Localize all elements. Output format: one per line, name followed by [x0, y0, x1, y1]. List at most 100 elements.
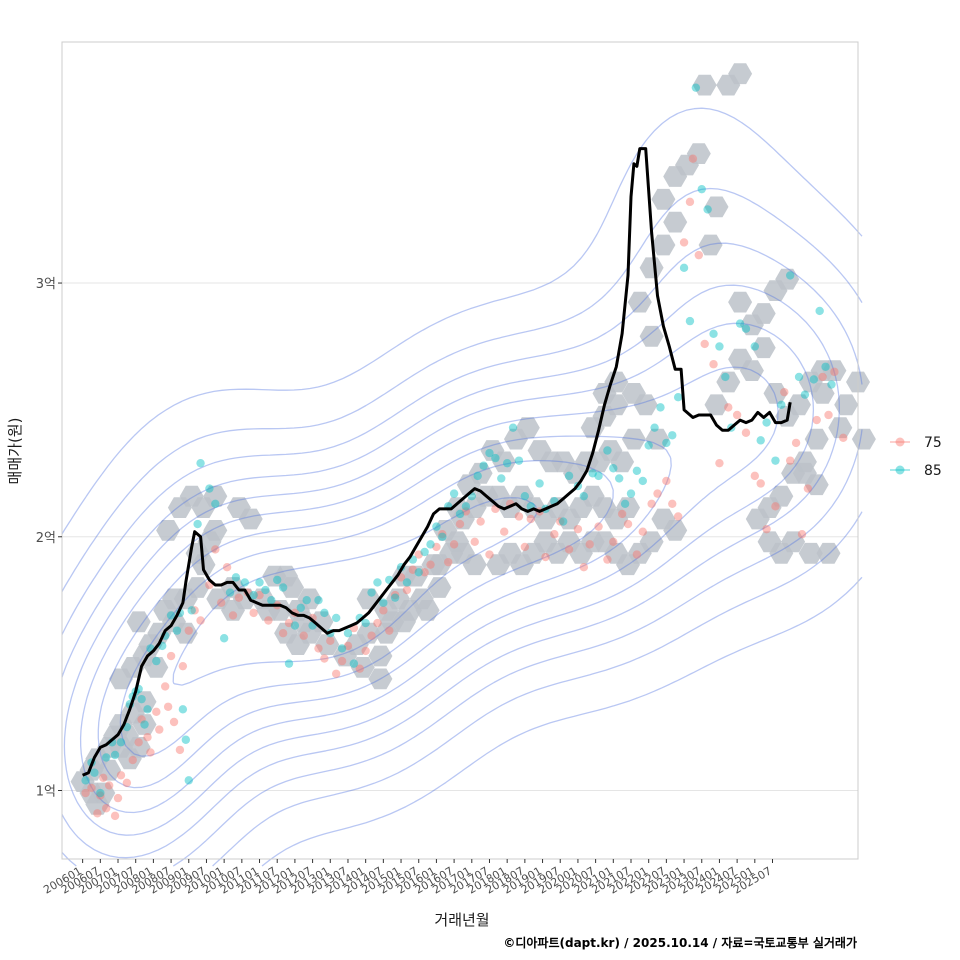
data-point-85: [205, 484, 214, 493]
panel-border: [61, 41, 859, 860]
data-point-85: [491, 453, 500, 463]
data-point-75: [668, 499, 677, 508]
data-point-75: [673, 512, 683, 521]
density-contour: [61, 242, 863, 867]
hexbin-cell: [716, 371, 741, 393]
hexbin-cell: [492, 451, 517, 473]
data-point-75: [166, 651, 176, 661]
data-point-75: [824, 410, 833, 420]
data-point-75: [314, 644, 323, 653]
data-point-75: [355, 664, 364, 673]
hexbin-cell: [445, 497, 470, 518]
data-point-85: [588, 469, 597, 478]
data-point-85: [187, 606, 196, 615]
data-point-75: [438, 530, 447, 539]
data-point-75: [122, 778, 132, 788]
data-point-85: [514, 456, 524, 465]
y-tick-label: 3억: [36, 277, 56, 292]
data-point-85: [193, 519, 202, 529]
data-point-75: [685, 197, 695, 207]
hexbin-cell: [238, 508, 263, 530]
hexbin-cell: [663, 520, 688, 541]
hexbin-cell: [728, 63, 753, 85]
data-point-85: [721, 372, 730, 382]
data-point-75: [700, 339, 709, 349]
data-point-75: [249, 608, 258, 618]
data-point-85: [240, 578, 249, 587]
data-point-85: [656, 403, 665, 412]
hexbin-cell: [144, 657, 169, 678]
data-point-85: [703, 205, 712, 214]
hexbin-cell: [745, 508, 770, 530]
data-point-75: [762, 524, 771, 534]
data-point-85: [367, 588, 376, 597]
data-point-85: [290, 621, 300, 630]
data-point-75: [839, 433, 848, 443]
data-point-75: [791, 438, 801, 448]
hexbin-cell: [126, 611, 151, 633]
trend-layer: [81, 147, 792, 777]
hexbin-cell: [515, 417, 540, 439]
data-point-75: [694, 250, 703, 260]
data-point-75: [155, 725, 164, 734]
data-point-85: [420, 547, 429, 557]
data-point-75: [732, 410, 742, 420]
data-point-75: [585, 540, 594, 549]
data-point-85: [685, 316, 695, 326]
data-point-75: [830, 367, 839, 377]
data-point-75: [128, 755, 137, 765]
hexbin-cell: [156, 520, 181, 541]
hexbin-cell: [462, 554, 487, 576]
data-point-75: [196, 616, 205, 625]
data-point-85: [673, 393, 683, 402]
hexbin-cell: [386, 588, 411, 610]
data-point-75: [96, 791, 105, 800]
data-point-75: [461, 507, 471, 516]
data-point-75: [163, 702, 173, 711]
hexbin-cell: [132, 691, 157, 713]
data-point-75: [278, 628, 288, 638]
data-point-75: [184, 626, 193, 635]
data-point-85: [741, 324, 751, 333]
data-point-85: [361, 618, 370, 628]
hexbin-cell: [781, 531, 806, 553]
hexbin-cell: [356, 622, 381, 644]
data-point-85: [178, 705, 188, 714]
hexbin-cell: [621, 428, 646, 450]
caption: ©디아파트(dapt.kr) / 2025.10.14 / 자료=국토교통부 실…: [503, 935, 857, 950]
data-point-85: [432, 522, 441, 531]
data-point-85: [473, 471, 482, 481]
data-point-75: [190, 606, 199, 615]
data-point-85: [668, 431, 677, 440]
hexbin-cell: [822, 360, 847, 381]
data-point-75: [178, 661, 188, 671]
data-point-75: [228, 611, 238, 620]
y-axis-title: 매매가(원): [6, 418, 24, 485]
hexbin-cell: [627, 291, 652, 313]
hexbin-cell: [798, 542, 823, 564]
data-point-85: [140, 720, 149, 729]
data-point-75: [741, 428, 751, 437]
hexbin-cell: [775, 268, 800, 290]
data-point-85: [638, 476, 647, 486]
data-point-85: [390, 593, 400, 602]
data-point-85: [461, 502, 471, 511]
hexbin-cell: [804, 428, 829, 450]
data-point-85: [314, 595, 323, 605]
hexbin-cell: [739, 360, 764, 381]
data-point-75: [449, 540, 459, 549]
data-point-85: [644, 441, 653, 450]
data-point-85: [800, 390, 810, 399]
data-point-85: [827, 380, 836, 389]
data-point-85: [785, 271, 795, 280]
density-contour: [172, 497, 538, 686]
data-point-75: [87, 783, 96, 793]
data-point-75: [102, 804, 111, 813]
data-point-85: [337, 644, 347, 653]
data-point-75: [709, 360, 718, 369]
density-contour: [79, 366, 779, 814]
data-point-75: [337, 656, 347, 666]
data-point-75: [104, 781, 114, 790]
hexbin-cell: [91, 782, 116, 804]
data-point-75: [367, 631, 376, 640]
